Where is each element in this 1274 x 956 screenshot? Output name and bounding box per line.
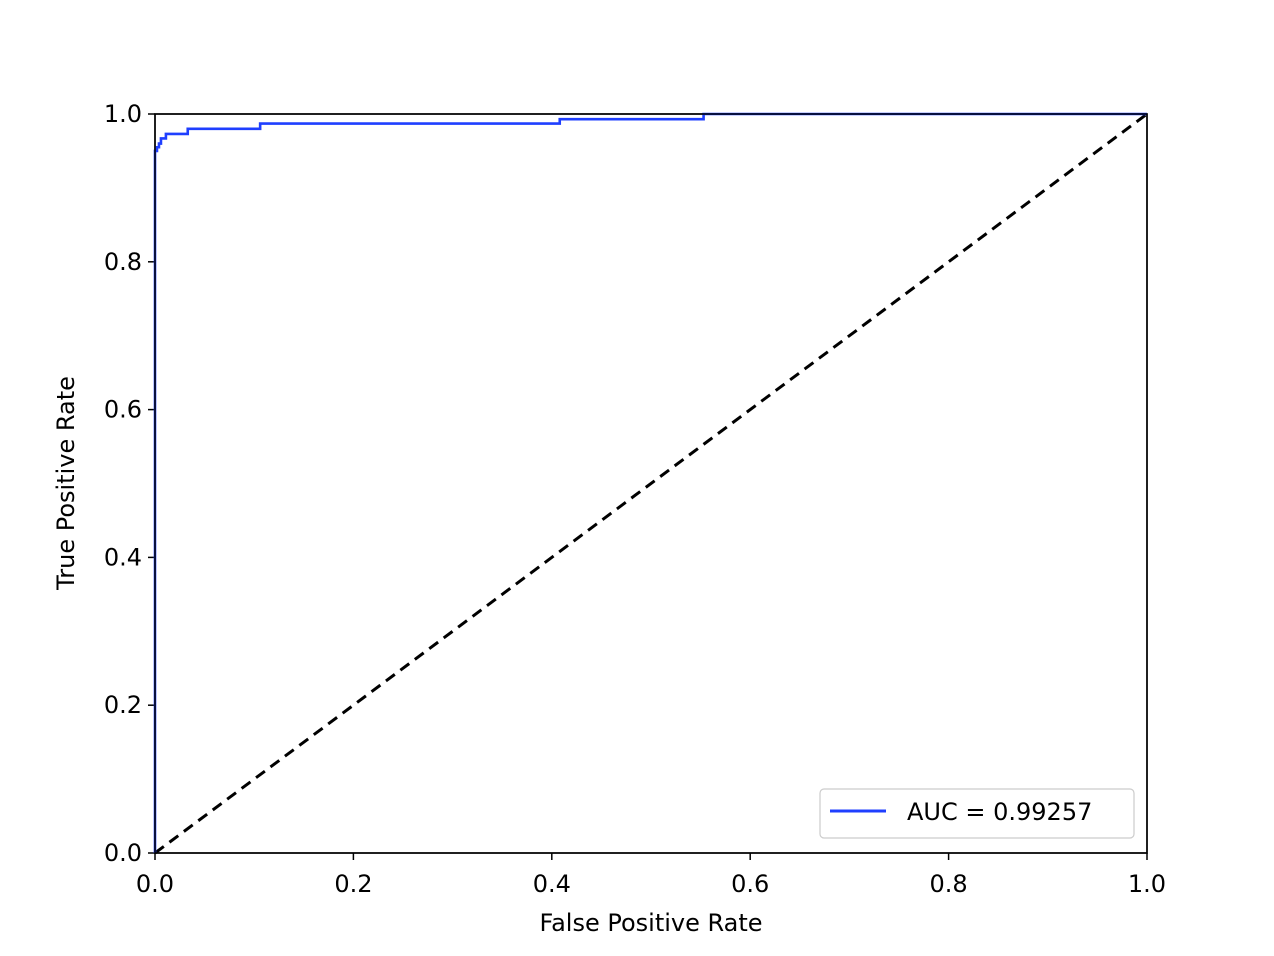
y-tick-label: 0.6: [104, 396, 142, 424]
y-tick-label: 0.8: [104, 248, 142, 276]
x-tick-label: 0.8: [930, 870, 968, 898]
legend-box: [819, 788, 1135, 839]
x-tick-label: 0.2: [334, 870, 372, 898]
x-tick-label: 0.4: [533, 870, 571, 898]
x-axis-ticks: 0.0 0.2 0.4 0.6 0.8 1.0: [136, 853, 1166, 898]
series-chance-diagonal: [154, 112, 1148, 855]
series-layer: [153, 112, 1148, 855]
y-tick-label: 0.4: [104, 543, 142, 571]
y-tick-label: 1.0: [104, 100, 142, 128]
y-axis-ticks: 0.0 0.2 0.4 0.6 0.8 1.0: [104, 100, 155, 867]
x-tick-label: 1.0: [1128, 870, 1166, 898]
y-tick-label: 0.2: [104, 691, 142, 719]
legend: AUC = 0.99257: [819, 788, 1135, 839]
x-tick-label: 0.0: [136, 870, 174, 898]
plot-area-spines: [154, 113, 1148, 854]
x-axis-label: False Positive Rate: [539, 909, 762, 937]
legend-label-auc: AUC = 0.99257: [907, 798, 1092, 826]
series-roc-curve: [153, 112, 1147, 853]
x-tick-label: 0.6: [731, 870, 769, 898]
y-axis-label: True Positive Rate: [52, 376, 80, 591]
y-tick-label: 0.0: [104, 839, 142, 867]
